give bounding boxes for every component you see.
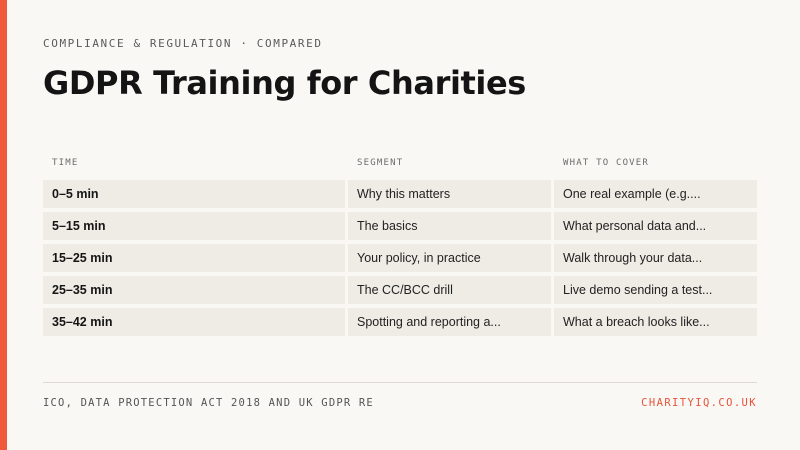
cover-cell: One real example (e.g.... xyxy=(554,180,757,208)
footer-divider xyxy=(43,382,757,383)
time-cell: 5–15 min xyxy=(43,212,345,240)
segment-cell: Why this matters xyxy=(348,180,551,208)
eyebrow-label: COMPLIANCE & REGULATION · COMPARED xyxy=(43,37,323,50)
site-link[interactable]: CHARITYIQ.CO.UK xyxy=(641,397,757,409)
cover-cell: What a breach looks like... xyxy=(554,308,757,336)
column-header-cover: WHAT TO COVER xyxy=(563,158,650,168)
table-header: TIME SEGMENT WHAT TO COVER xyxy=(43,150,757,176)
time-cell: 0–5 min xyxy=(43,180,345,208)
table-row: 15–25 min Your policy, in practice Walk … xyxy=(43,244,757,272)
segment-cell: The basics xyxy=(348,212,551,240)
time-cell: 15–25 min xyxy=(43,244,345,272)
accent-bar xyxy=(0,0,7,450)
time-cell: 25–35 min xyxy=(43,276,345,304)
segment-cell: Your policy, in practice xyxy=(348,244,551,272)
column-header-time: TIME xyxy=(52,158,79,168)
table-row: 5–15 min The basics What personal data a… xyxy=(43,212,757,240)
table-row: 0–5 min Why this matters One real exampl… xyxy=(43,180,757,208)
page-title: GDPR Training for Charities xyxy=(43,64,526,102)
cover-cell: Walk through your data... xyxy=(554,244,757,272)
agenda-table: TIME SEGMENT WHAT TO COVER 0–5 min Why t… xyxy=(43,150,757,336)
column-header-segment: SEGMENT xyxy=(357,158,404,168)
time-cell: 35–42 min xyxy=(43,308,345,336)
source-note: ICO, DATA PROTECTION ACT 2018 AND UK GDP… xyxy=(43,397,374,409)
cover-cell: Live demo sending a test... xyxy=(554,276,757,304)
table-row: 35–42 min Spotting and reporting a... Wh… xyxy=(43,308,757,336)
table-row: 25–35 min The CC/BCC drill Live demo sen… xyxy=(43,276,757,304)
cover-cell: What personal data and... xyxy=(554,212,757,240)
segment-cell: The CC/BCC drill xyxy=(348,276,551,304)
segment-cell: Spotting and reporting a... xyxy=(348,308,551,336)
